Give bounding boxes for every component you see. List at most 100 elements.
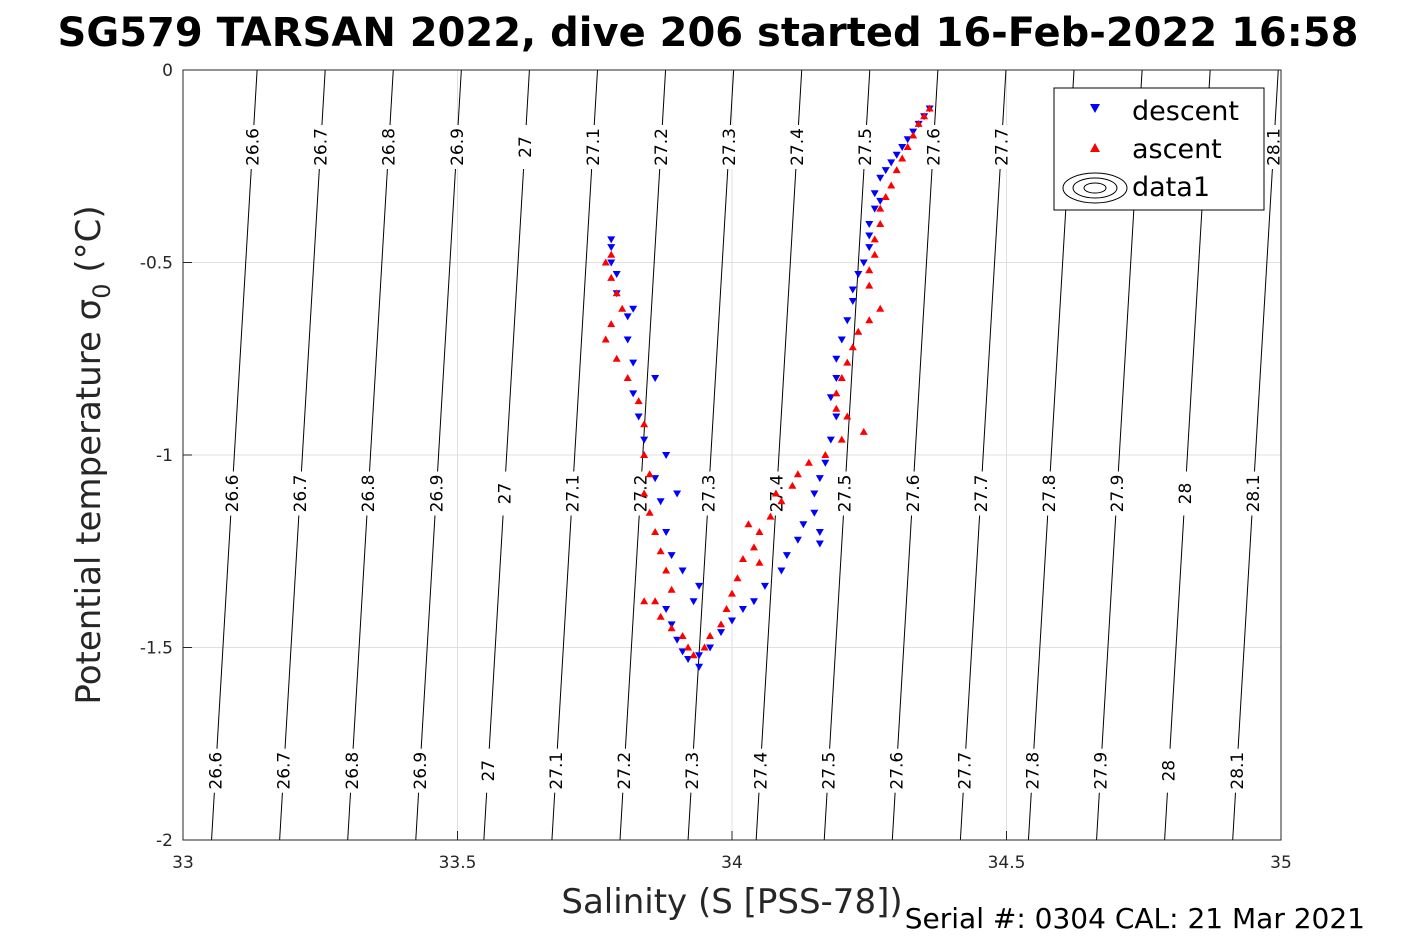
descent-point — [612, 271, 621, 279]
contour-label: 27.8 — [1024, 752, 1044, 790]
contour-line — [891, 70, 939, 840]
ascent-point — [837, 374, 846, 381]
contour-label-bg — [817, 748, 840, 793]
ascent-point — [925, 104, 934, 112]
descent-point — [821, 459, 830, 467]
ascent-point — [733, 574, 742, 582]
descent-point — [695, 663, 704, 671]
contour-label-bg — [833, 471, 856, 516]
ascent-point — [601, 335, 610, 343]
ascent-point — [832, 389, 841, 397]
legend-descent-label: descent — [1132, 96, 1239, 127]
contour-label-bg — [1262, 125, 1281, 169]
descent-point — [728, 617, 736, 625]
contour-label: 26.6 — [244, 128, 264, 166]
ascent-point — [607, 273, 616, 281]
contour-line — [347, 70, 394, 840]
ascent-point — [640, 451, 649, 458]
x-tick-label: 35 — [1270, 853, 1292, 873]
contour-label: 26.8 — [380, 128, 400, 166]
contour-line — [415, 70, 462, 840]
ascent-point — [881, 193, 890, 201]
contour-line — [755, 70, 803, 840]
descent-point — [662, 606, 671, 613]
ascent-point — [837, 435, 846, 443]
y-axis-label-subscript: 0 — [88, 283, 116, 298]
descent-point — [607, 236, 616, 244]
descent-point — [738, 606, 747, 613]
ascent-point — [865, 281, 874, 289]
x-tick-label: 34 — [721, 853, 743, 873]
ascent-point — [640, 597, 649, 605]
contour-label-bg — [718, 125, 741, 169]
descent-point — [607, 244, 616, 252]
contour-label: 27.1 — [547, 752, 567, 790]
contour-label: 26.6 — [223, 475, 243, 513]
contour-label-bg — [289, 471, 312, 516]
ascent-point — [832, 404, 841, 412]
density-contours: 26.6 26.6 26.6 26.7 26.7 26.7 26.8 26.8 26.8 26.9… — [204, 70, 1281, 840]
descent-point — [667, 552, 676, 560]
y-tick-label: -1.5 — [140, 639, 173, 659]
data-markers — [601, 104, 934, 671]
contour-label-bg — [1037, 471, 1060, 516]
ascent-point — [843, 358, 852, 366]
ascent-point — [612, 289, 621, 297]
legend-ascent-label: ascent — [1132, 134, 1222, 165]
contour-label: 27.3 — [720, 128, 740, 166]
contour-label: 27.6 — [887, 752, 907, 790]
descent-point — [607, 259, 616, 267]
descent-point — [881, 167, 890, 175]
ascent-point — [645, 470, 654, 478]
descent-point — [810, 509, 819, 517]
contour-label: 27.1 — [584, 128, 604, 166]
ascent-point — [865, 316, 874, 324]
descent-point — [848, 298, 857, 305]
ascent-point — [656, 547, 665, 555]
contour-label: 27 — [495, 483, 515, 505]
contour-label: 26.6 — [207, 752, 227, 790]
grid-lines — [183, 70, 1281, 840]
descent-point — [837, 336, 846, 344]
contour-label: 26.7 — [291, 475, 311, 513]
descent-point — [870, 205, 879, 213]
descent-point — [826, 436, 835, 444]
descent-point — [695, 582, 704, 590]
descent-point — [656, 498, 665, 506]
y-tick-label: -2 — [156, 831, 173, 851]
descent-point — [640, 436, 649, 444]
ascent-point — [876, 204, 885, 212]
contour-label: 26.9 — [448, 128, 468, 166]
ascent-point — [667, 624, 676, 632]
descent-point — [777, 567, 786, 575]
ascent-point — [678, 631, 687, 639]
ascent-point — [876, 220, 885, 227]
x-tick-label: 34.5 — [988, 853, 1026, 873]
y-tick-label: -0.5 — [140, 254, 173, 274]
ascent-point — [755, 558, 764, 566]
contour-lines: 26.6 26.6 26.6 26.7 26.7 26.7 26.8 26.8 26.8 26.9… — [204, 70, 1281, 840]
contour-label: 27.5 — [856, 128, 876, 166]
ascent-point — [771, 489, 780, 497]
ascent-point — [865, 266, 874, 274]
descent-point — [865, 221, 874, 228]
contour-label: 27 — [479, 760, 499, 782]
descent-point — [832, 413, 841, 421]
descent-point — [678, 567, 687, 575]
descent-point — [843, 317, 852, 325]
ascent-point — [601, 258, 610, 266]
ascent-point — [909, 131, 918, 139]
contour-label-bg — [340, 748, 363, 793]
contour-label: 26.8 — [359, 475, 379, 513]
contour-line — [687, 70, 735, 840]
descent-point — [662, 452, 671, 459]
descent-point — [854, 271, 863, 279]
y-axis-label-unit: (°C) — [69, 205, 109, 283]
x-tick-label: 33.5 — [439, 853, 477, 873]
ascent-point — [920, 112, 929, 120]
contour-label-bg — [786, 125, 809, 169]
descent-point — [623, 336, 632, 344]
contour-label-bg — [1157, 748, 1180, 793]
contour-label: 26.9 — [411, 752, 431, 790]
